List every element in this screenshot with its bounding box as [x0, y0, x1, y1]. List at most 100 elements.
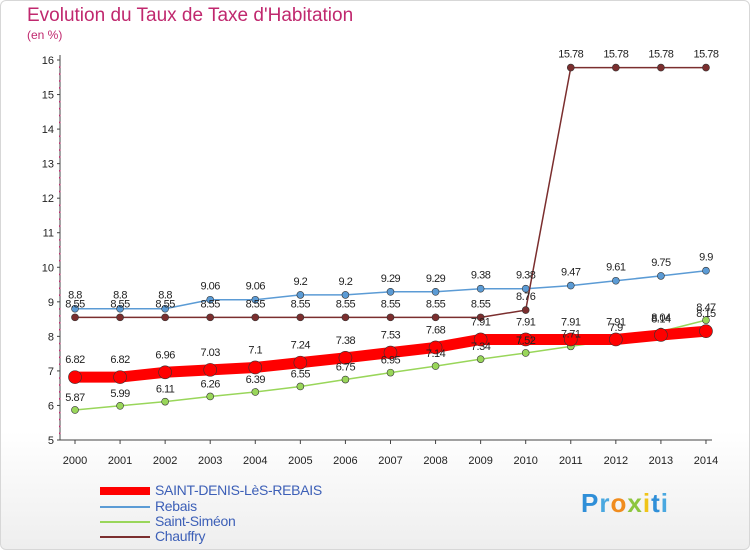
y-minor-tick — [59, 252, 61, 255]
x-tick-label: 2001 — [108, 455, 132, 467]
series-chauffry-point — [341, 313, 350, 322]
series-saint-denis-data-label: 7.91 — [606, 316, 626, 328]
series-saint-simeon-data-label: 7.9 — [609, 322, 623, 334]
y-tick-label: 8 — [48, 331, 54, 343]
series-chauffry-data-label: 8.55 — [426, 298, 446, 310]
x-tick-label: 2003 — [198, 455, 222, 467]
series-saint-simeon-data-label: 7.34 — [471, 341, 491, 353]
series-rebais-data-label: 9.29 — [426, 273, 446, 285]
series-saint-simeon-data-label: 6.55 — [291, 368, 311, 380]
series-saint-simeon-data-label: 6.39 — [246, 374, 266, 386]
x-tick-label: 2005 — [288, 455, 312, 467]
series-chauffry-data-label: 8.55 — [336, 298, 356, 310]
series-rebais-point — [431, 287, 440, 296]
series-saint-simeon-data-label: 6.95 — [381, 355, 401, 367]
series-chauffry-data-label: 8.55 — [246, 298, 266, 310]
series-saint-denis-data-label: 8.04 — [651, 312, 671, 324]
y-minor-tick — [59, 114, 61, 117]
series-saint-denis-point — [338, 350, 353, 365]
series-chauffry-point — [476, 313, 485, 322]
series-rebais-point — [251, 295, 260, 304]
series-saint-simeon-data-label: 7.52 — [516, 335, 536, 347]
y-minor-tick — [59, 349, 61, 352]
y-minor-tick — [59, 149, 61, 151]
series-saint-simeon-point — [116, 401, 124, 410]
y-minor-tick — [59, 121, 61, 124]
legend-swatch-chauffry — [100, 536, 150, 538]
y-minor-tick — [59, 328, 61, 331]
series-chauffry-point — [431, 313, 440, 322]
series-saint-denis-data-label: 6.96 — [155, 349, 175, 361]
y-minor-tick — [59, 156, 61, 158]
series-rebais-point — [116, 304, 124, 313]
series-saint-simeon-data-label: 6.75 — [336, 362, 356, 374]
y-minor-tick — [59, 80, 61, 82]
series-saint-simeon-point — [71, 406, 79, 414]
series-rebais-data-label: 8.8 — [68, 290, 82, 302]
x-tick-label: 2011 — [559, 455, 583, 467]
series-chauffry-point — [612, 63, 620, 72]
series-rebais-data-label: 9.47 — [561, 267, 581, 279]
chart-title: Evolution du Taux de Taxe d'Habitation — [27, 5, 354, 26]
y-tick-label: 13 — [42, 159, 54, 171]
series-rebais-data-label: 8.8 — [158, 290, 172, 302]
series-saint-simeon-data-label: 6.11 — [156, 384, 175, 396]
y-minor-tick — [59, 66, 61, 68]
series-chauffry-point — [206, 313, 215, 322]
series-saint-denis-data-label: 7.38 — [336, 335, 356, 347]
series-saint-simeon-point — [702, 316, 710, 324]
x-tick-label: 2014 — [694, 455, 718, 467]
series-rebais-point — [702, 266, 710, 275]
proxiti-logo: Proxiti — [581, 488, 669, 518]
series-chauffry-point — [296, 313, 305, 322]
series-chauffry-data-label: 8.55 — [291, 298, 311, 310]
series-saint-denis-data-label: 7.03 — [200, 347, 220, 359]
y-minor-tick — [59, 246, 61, 248]
series-saint-denis-data-label: 7.1 — [248, 344, 262, 356]
legend-label-saint-simeon: Saint-Siméon — [155, 513, 236, 529]
series-rebais-point — [476, 284, 485, 293]
y-minor-tick — [59, 107, 61, 110]
y-tick-label: 5 — [48, 435, 54, 447]
x-tick-label: 2009 — [468, 455, 492, 467]
series-saint-simeon-data-label: 8.14 — [651, 314, 671, 326]
y-minor-tick — [59, 239, 61, 241]
y-minor-tick — [59, 190, 61, 193]
x-tick-label: 2012 — [604, 455, 628, 467]
x-tick-label: 2006 — [333, 455, 357, 467]
y-minor-tick — [59, 308, 61, 310]
series-saint-denis-point — [428, 340, 443, 355]
series-chauffry-data-label: 15.78 — [603, 49, 628, 61]
y-minor-tick — [59, 204, 61, 207]
x-tick-label: 2000 — [63, 455, 87, 467]
series-chauffry-data-label: 8.76 — [516, 291, 536, 303]
y-minor-tick — [59, 211, 61, 213]
series-saint-denis-point — [158, 365, 172, 380]
series-saint-denis-point — [654, 328, 668, 342]
series-rebais-data-label: 9.9 — [699, 252, 713, 264]
y-minor-tick — [59, 225, 61, 227]
series-chauffry-data-label: 8.55 — [155, 298, 175, 310]
series-rebais-point — [657, 272, 665, 280]
y-minor-tick — [59, 100, 61, 103]
y-minor-tick — [59, 280, 61, 283]
series-rebais-point — [612, 276, 620, 285]
series-saint-simeon-point — [341, 375, 350, 384]
series-saint-denis-data-label: 7.91 — [561, 316, 581, 328]
y-minor-tick — [59, 391, 61, 393]
y-tick-label: 9 — [48, 297, 54, 309]
series-saint-denis-point — [113, 370, 127, 384]
y-minor-tick — [59, 398, 61, 400]
series-saint-denis-point — [563, 332, 578, 347]
series-chauffry-point — [116, 313, 124, 322]
series-saint-simeon-data-label: 6.26 — [200, 378, 220, 390]
y-minor-tick — [59, 170, 61, 172]
series-chauffry-point — [386, 313, 395, 322]
y-minor-tick — [59, 259, 61, 262]
series-saint-denis-point — [293, 355, 308, 370]
series-saint-simeon-point — [251, 388, 260, 396]
series-saint-simeon-point — [206, 392, 215, 401]
series-chauffry-data-label: 15.78 — [558, 49, 583, 61]
